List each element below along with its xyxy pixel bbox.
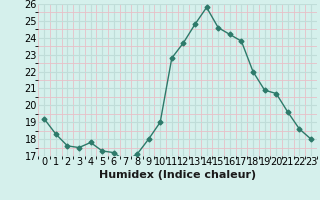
X-axis label: Humidex (Indice chaleur): Humidex (Indice chaleur): [99, 170, 256, 180]
